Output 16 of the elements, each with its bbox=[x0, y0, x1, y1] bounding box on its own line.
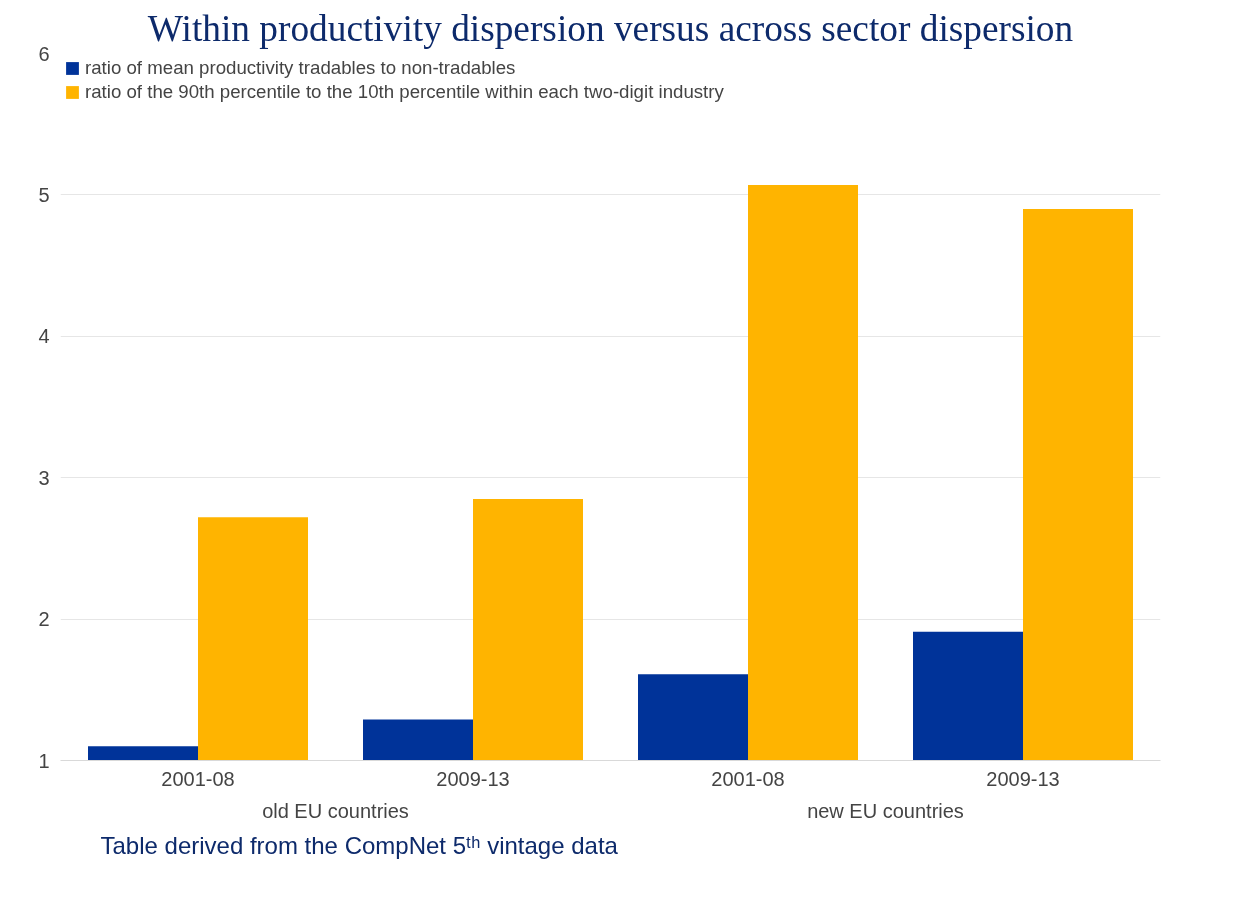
text: old EU countries bbox=[262, 799, 409, 822]
y-tick-label: 3 bbox=[38, 466, 50, 489]
x-tick-label: 2001-08 bbox=[711, 767, 785, 790]
legend-label: ratio of mean productivity tradables to non-tradables bbox=[85, 57, 516, 79]
chart-title: Within productivity dispersion versus across sector dispersion bbox=[147, 7, 1074, 49]
x-tick-label: 2001-08 bbox=[161, 767, 235, 790]
text: new EU countries bbox=[807, 799, 964, 822]
text: Table derived from the CompNet 5ᵗʰ vintage data bbox=[100, 831, 619, 859]
x-tick-label: 2009-13 bbox=[986, 767, 1060, 790]
legend-label: ratio of the 90th percentile to the 10th percentile within each two-digit industry bbox=[85, 81, 724, 103]
y-tick-label: 5 bbox=[38, 183, 50, 206]
y-tick-label: 6 bbox=[38, 42, 50, 65]
y-tick-label: 4 bbox=[38, 325, 50, 348]
y-tick-label: 1 bbox=[38, 749, 50, 772]
y-tick-label: 2 bbox=[38, 608, 50, 631]
x-tick-label: 2009-13 bbox=[436, 767, 510, 790]
